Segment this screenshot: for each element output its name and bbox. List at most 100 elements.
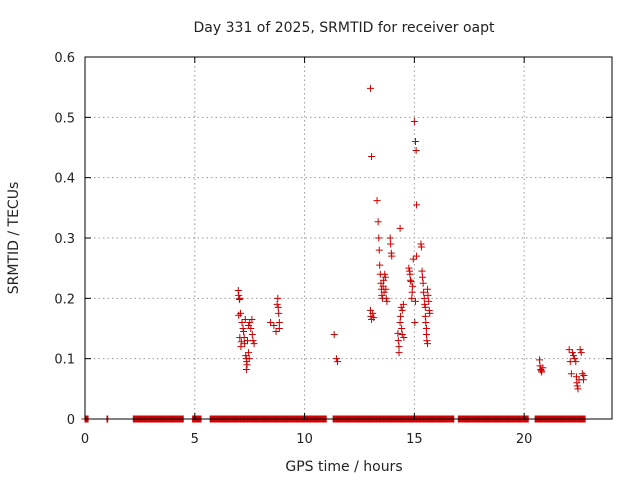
- data-point: [570, 352, 578, 360]
- data-point: [381, 270, 389, 278]
- data-point: [421, 303, 429, 311]
- data-point: [274, 303, 282, 311]
- data-point: [398, 331, 406, 339]
- data-point: [425, 297, 433, 305]
- data-point: [574, 385, 582, 393]
- x-tick-label: 10: [296, 432, 313, 447]
- data-point: [539, 364, 547, 372]
- data-point: [536, 362, 544, 370]
- grid-lines: [85, 57, 612, 419]
- data-point: [388, 252, 396, 260]
- data-point: [421, 312, 429, 320]
- data-point: [399, 300, 407, 308]
- y-tick-label: 0: [67, 413, 75, 428]
- data-point: [419, 273, 426, 281]
- data-point: [394, 337, 402, 345]
- y-tick-label: 0.4: [54, 172, 75, 187]
- data-point: [395, 349, 403, 357]
- data-point: [250, 340, 258, 348]
- data-point: [247, 325, 255, 332]
- data-point: [397, 312, 405, 320]
- data-point: [369, 309, 377, 317]
- data-point: [400, 334, 408, 342]
- data-point: [410, 118, 418, 126]
- data-point: [411, 137, 419, 145]
- data-point: [235, 291, 243, 299]
- data-point: [536, 356, 544, 364]
- data-point: [245, 349, 253, 357]
- x-tick-labels: 0 5 10 15 20: [81, 432, 533, 447]
- data-point: [406, 276, 414, 284]
- y-axis-label: SRMTID / TECUs: [6, 182, 22, 295]
- data-point: [273, 300, 281, 308]
- data-point: [382, 294, 390, 302]
- y-tick-label: 0.6: [54, 51, 75, 66]
- data-point: [398, 325, 406, 332]
- data-points: [234, 84, 588, 393]
- data-point: [237, 338, 245, 346]
- data-point: [565, 346, 573, 354]
- data-point: [275, 325, 283, 332]
- data-point: [411, 318, 419, 326]
- data-point: [367, 312, 375, 320]
- data-point: [332, 355, 340, 363]
- data-point: [245, 355, 253, 363]
- data-point: [249, 337, 257, 345]
- data-point: [272, 328, 280, 336]
- data-point: [241, 340, 249, 348]
- data-point: [243, 361, 251, 369]
- y-tick-label: 0.3: [54, 232, 75, 247]
- data-point: [368, 153, 376, 161]
- data-point: [406, 270, 414, 278]
- data-point: [236, 309, 244, 317]
- data-point: [572, 358, 580, 366]
- x-tick-label: 20: [516, 432, 533, 447]
- data-point: [426, 309, 434, 317]
- data-point: [413, 201, 421, 209]
- data-point: [417, 243, 425, 251]
- data-point: [418, 267, 426, 275]
- data-point: [248, 315, 256, 323]
- data-point: [380, 288, 388, 296]
- data-point: [380, 276, 388, 284]
- data-point: [576, 346, 584, 354]
- data-point: [275, 318, 283, 326]
- data-point: [238, 318, 246, 326]
- data-point: [267, 318, 275, 326]
- data-point: [411, 297, 419, 305]
- data-point: [571, 355, 579, 363]
- data-point: [241, 315, 249, 323]
- data-point: [422, 318, 430, 326]
- data-point: [373, 197, 381, 205]
- data-point: [375, 234, 383, 242]
- data-point: [538, 368, 546, 376]
- data-point: [382, 285, 390, 293]
- data-point: [577, 349, 585, 357]
- data-point: [567, 370, 575, 378]
- x-tick-label: 5: [191, 432, 199, 447]
- data-point: [236, 294, 244, 302]
- data-point: [421, 300, 429, 308]
- data-point: [580, 372, 588, 380]
- data-point: [409, 255, 417, 263]
- data-point: [370, 314, 378, 322]
- data-point: [422, 325, 430, 332]
- y-tick-label: 0.2: [54, 292, 75, 307]
- data-point: [420, 294, 428, 302]
- x-tick-label: 0: [81, 432, 89, 447]
- data-point: [386, 234, 394, 242]
- data-point: [424, 291, 432, 299]
- data-point: [408, 288, 416, 296]
- data-point: [275, 309, 283, 317]
- data-point: [381, 273, 389, 281]
- data-point: [422, 331, 430, 339]
- data-point: [248, 331, 256, 339]
- data-point: [412, 147, 420, 155]
- data-point: [413, 252, 421, 260]
- data-point: [407, 277, 415, 285]
- data-point: [270, 321, 278, 329]
- data-point: [383, 297, 391, 305]
- data-point: [274, 294, 282, 302]
